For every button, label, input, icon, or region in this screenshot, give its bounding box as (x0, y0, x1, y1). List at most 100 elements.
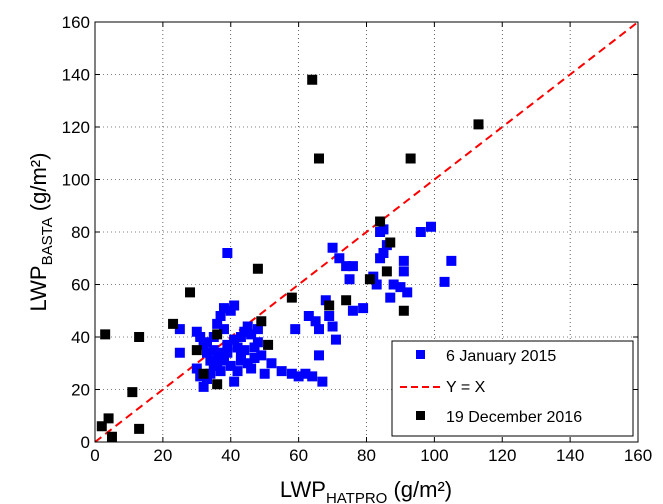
point-jan2015 (249, 353, 260, 363)
point-dec2016 (127, 387, 138, 398)
x-tick-label: 0 (90, 446, 99, 465)
point-dec2016 (198, 368, 209, 379)
point-dec2016 (185, 287, 196, 298)
point-jan2015 (330, 334, 341, 345)
point-dec2016 (106, 431, 117, 442)
point-jan2015 (341, 261, 352, 272)
y-tick-label: 60 (71, 276, 90, 295)
point-jan2015 (252, 337, 263, 348)
point-jan2015 (191, 363, 202, 374)
y-tick-label: 100 (62, 171, 90, 190)
point-jan2015 (205, 368, 216, 379)
point-jan2015 (327, 242, 338, 253)
point-jan2015 (425, 221, 436, 232)
y-tick-label: 40 (71, 328, 90, 347)
point-jan2015 (218, 303, 229, 314)
point-jan2015 (235, 355, 246, 366)
point-dec2016 (191, 345, 202, 356)
point-jan2015 (225, 360, 236, 371)
point-jan2015 (191, 326, 202, 337)
point-jan2015 (205, 355, 216, 366)
point-jan2015 (259, 368, 270, 379)
x-axis-label: LWPHATPRO (g/m²) (280, 477, 452, 504)
point-jan2015 (218, 355, 229, 366)
point-dec2016 (263, 339, 274, 350)
point-jan2015 (242, 321, 253, 332)
y-tick-label: 20 (71, 381, 90, 400)
x-tick-label: 140 (556, 446, 584, 465)
legend-label-jan2015: 6 January 2015 (446, 348, 556, 365)
point-jan2015 (232, 342, 243, 353)
x-tick-label: 100 (420, 446, 448, 465)
point-jan2015 (201, 337, 212, 348)
point-jan2015 (215, 366, 226, 377)
point-jan2015 (229, 300, 240, 311)
axis-ticks: 0 20 40 60 80 100 120 140 160 0 20 40 60 80 100 120 140 1… (62, 13, 653, 465)
legend-label-dec2016: 19 December 2016 (446, 409, 582, 426)
point-jan2015 (218, 324, 229, 335)
point-jan2015 (398, 266, 409, 277)
point-dec2016 (134, 332, 145, 342)
point-dec2016 (168, 318, 179, 329)
point-jan2015 (347, 261, 358, 272)
point-jan2015 (395, 282, 406, 293)
point-jan2015 (225, 305, 236, 316)
point-jan2015 (324, 311, 335, 321)
point-jan2015 (276, 366, 287, 377)
point-jan2015 (300, 368, 311, 379)
point-jan2015 (378, 224, 389, 235)
point-jan2015 (290, 324, 301, 335)
point-jan2015 (195, 332, 206, 342)
point-dec2016 (473, 119, 484, 130)
point-jan2015 (303, 311, 314, 321)
x-tick-label: 20 (153, 446, 172, 465)
point-jan2015 (222, 347, 233, 358)
point-jan2015 (222, 248, 233, 258)
point-jan2015 (249, 342, 260, 353)
point-dec2016 (96, 421, 107, 432)
point-jan2015 (212, 318, 223, 329)
point-jan2015 (378, 248, 389, 258)
y-tick-label: 140 (62, 66, 90, 85)
point-jan2015 (313, 324, 324, 335)
y-tick-label: 120 (62, 118, 90, 137)
point-jan2015 (415, 227, 426, 237)
legend-box (391, 340, 634, 437)
data-points (96, 74, 484, 442)
point-jan2015 (358, 303, 369, 314)
point-jan2015 (446, 255, 457, 266)
y-tick-label: 0 (81, 433, 90, 452)
point-dec2016 (212, 379, 223, 390)
point-dec2016 (286, 292, 297, 303)
x-tick-label: 160 (624, 446, 652, 465)
point-jan2015 (320, 295, 331, 306)
point-dec2016 (256, 316, 267, 327)
point-jan2015 (371, 279, 382, 290)
point-jan2015 (439, 276, 450, 287)
point-dec2016 (375, 216, 386, 227)
point-dec2016 (252, 263, 263, 274)
point-jan2015 (375, 253, 386, 264)
point-dec2016 (212, 329, 223, 340)
point-jan2015 (229, 376, 240, 387)
point-jan2015 (310, 316, 321, 327)
point-jan2015 (229, 334, 240, 345)
point-dec2016 (313, 153, 324, 164)
point-jan2015 (242, 358, 253, 369)
y-tick-label: 80 (71, 223, 90, 242)
x-tick-label: 80 (357, 446, 376, 465)
legend-label-yx: Y = X (446, 379, 486, 396)
point-jan2015 (239, 345, 250, 356)
point-jan2015 (208, 345, 219, 356)
point-jan2015 (256, 350, 267, 361)
x-tick-label: 120 (488, 446, 516, 465)
point-jan2015 (327, 321, 338, 332)
point-jan2015 (215, 311, 226, 321)
point-jan2015 (293, 371, 304, 382)
legend-marker-jan2015 (416, 350, 425, 359)
legend: 6 January 2015 Y = X 19 December 2016 (391, 340, 634, 437)
point-jan2015 (252, 324, 263, 335)
point-dec2016 (324, 300, 335, 311)
legend-marker-dec2016 (416, 411, 425, 420)
